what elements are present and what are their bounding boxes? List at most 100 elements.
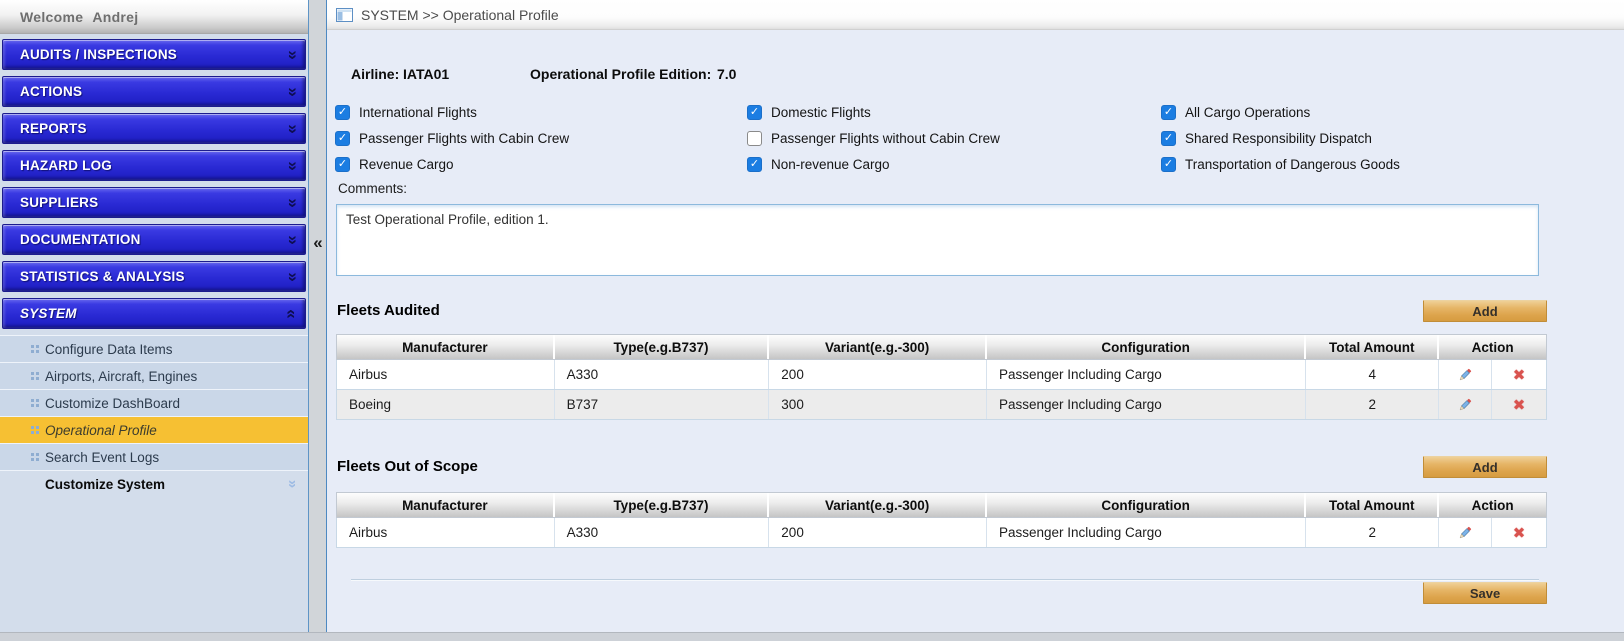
submenu-item-customize-dashboard[interactable]: Customize DashBoard xyxy=(0,390,308,417)
delete-row-button[interactable]: ✖ xyxy=(1492,360,1546,389)
delete-x-icon[interactable]: ✖ xyxy=(1512,396,1526,414)
column-header-total-amount: Total Amount xyxy=(1306,335,1440,359)
pencil-icon[interactable] xyxy=(1439,390,1491,419)
checkbox[interactable]: ✓ xyxy=(747,105,762,120)
delete-row-button[interactable]: ✖ xyxy=(1492,390,1546,419)
cell-manufacturer: Airbus xyxy=(337,360,555,389)
edit-row-button[interactable] xyxy=(1439,360,1493,389)
column-header-configuration: Configuration xyxy=(987,493,1307,517)
delete-x-icon[interactable]: ✖ xyxy=(1512,524,1526,542)
cell-type: A330 xyxy=(555,518,770,547)
submenu-item-label: Search Event Logs xyxy=(45,449,160,465)
sidebar-item-label: DOCUMENTATION xyxy=(20,232,141,247)
cell-type: B737 xyxy=(555,390,770,419)
sidebar-item-suppliers[interactable]: SUPPLIERS « xyxy=(2,187,306,218)
delete-row-button[interactable]: ✖ xyxy=(1492,518,1546,547)
edit-row-button[interactable] xyxy=(1439,390,1493,419)
checkbox-shared-responsibility-dispatch[interactable]: ✓ Shared Responsibility Dispatch xyxy=(1161,130,1372,147)
checkbox-label: Domestic Flights xyxy=(771,105,871,120)
comments-label: Comments: xyxy=(338,181,408,196)
checkbox[interactable]: ✓ xyxy=(335,105,350,120)
user-name: Andrej xyxy=(92,8,139,25)
sidebar-item-label: STATISTICS & ANALYSIS xyxy=(20,269,185,284)
checkbox[interactable]: ✓ xyxy=(335,157,350,172)
submenu-item-search-event-logs[interactable]: Search Event Logs xyxy=(0,444,308,471)
checkbox-label: International Flights xyxy=(359,105,477,120)
collapse-sidebar-icon[interactable]: « xyxy=(313,233,323,252)
checkbox-label: Passenger Flights without Cabin Crew xyxy=(771,131,1000,146)
submenu-item-configure-data-items[interactable]: Configure Data Items xyxy=(0,335,308,363)
cell-manufacturer: Boeing xyxy=(337,390,555,419)
checkbox-revenue-cargo[interactable]: ✓ Revenue Cargo xyxy=(335,156,454,173)
check-icon: ✓ xyxy=(1163,158,1174,170)
delete-x-icon[interactable]: ✖ xyxy=(1512,366,1526,384)
checkbox-label: All Cargo Operations xyxy=(1185,105,1311,120)
sidebar-item-audits-inspections[interactable]: AUDITS / INSPECTIONS « xyxy=(2,39,306,70)
checkbox-domestic-flights[interactable]: ✓ Domestic Flights xyxy=(747,104,871,121)
breadcrumb-bar: SYSTEM >> Operational Profile xyxy=(327,0,1624,30)
checkbox[interactable]: ✓ xyxy=(1161,131,1176,146)
table-header-row: Manufacturer Type(e.g.B737) Variant(e.g.… xyxy=(336,492,1547,518)
table-row: Boeing B737 300 Passenger Including Carg… xyxy=(336,390,1547,420)
chevron-down-icon: « xyxy=(281,49,301,60)
grid-bullet-icon xyxy=(31,453,34,456)
sidebar: Welcome Andrej AUDITS / INSPECTIONS « AC… xyxy=(0,0,308,641)
checkbox[interactable]: ✓ xyxy=(335,131,350,146)
sidebar-item-hazard-log[interactable]: HAZARD LOG « xyxy=(2,150,306,181)
fleets-audited-table: Manufacturer Type(e.g.B737) Variant(e.g.… xyxy=(336,334,1547,420)
sidebar-splitter[interactable]: « xyxy=(308,0,327,641)
submenu-item-customize-system[interactable]: Customize System « xyxy=(0,471,308,497)
profile-header-row: Airline: IATA01 Operational Profile Edit… xyxy=(327,66,1624,84)
checkbox[interactable]: ✓ xyxy=(1161,157,1176,172)
sidebar-item-documentation[interactable]: DOCUMENTATION « xyxy=(2,224,306,255)
cell-configuration: Passenger Including Cargo xyxy=(987,360,1307,389)
checkbox[interactable]: ✓ xyxy=(747,157,762,172)
checkbox-non-revenue-cargo[interactable]: ✓ Non-revenue Cargo xyxy=(747,156,890,173)
chevron-down-icon: « xyxy=(281,123,301,134)
sidebar-item-actions[interactable]: ACTIONS « xyxy=(2,76,306,107)
chevron-down-icon: « xyxy=(281,197,301,208)
pencil-icon[interactable] xyxy=(1439,518,1491,547)
comments-input[interactable]: Test Operational Profile, edition 1. xyxy=(336,204,1539,276)
check-icon: ✓ xyxy=(749,158,760,170)
checkbox-passenger-flights-with-cabin-crew[interactable]: ✓ Passenger Flights with Cabin Crew xyxy=(335,130,569,147)
pencil-icon[interactable] xyxy=(1439,360,1491,389)
cell-manufacturer: Airbus xyxy=(337,518,555,547)
sidebar-item-label: ACTIONS xyxy=(20,84,83,99)
check-icon: ✓ xyxy=(337,158,348,170)
sidebar-item-label: REPORTS xyxy=(20,121,87,136)
checkbox[interactable]: ✓ xyxy=(747,131,762,146)
column-header-type: Type(e.g.B737) xyxy=(555,335,770,359)
main-content: SYSTEM >> Operational Profile Airline: I… xyxy=(327,0,1624,641)
sidebar-item-system[interactable]: SYSTEM « xyxy=(2,298,306,329)
column-header-manufacturer: Manufacturer xyxy=(337,493,555,517)
checkbox-international-flights[interactable]: ✓ International Flights xyxy=(335,104,477,121)
grid-bullet-icon xyxy=(31,372,34,375)
submenu-item-airports-aircraft-engines[interactable]: Airports, Aircraft, Engines xyxy=(0,363,308,390)
add-fleet-out-of-scope-button[interactable]: Add xyxy=(1423,456,1547,478)
sidebar-item-reports[interactable]: REPORTS « xyxy=(2,113,306,144)
sidebar-item-statistics-analysis[interactable]: STATISTICS & ANALYSIS « xyxy=(2,261,306,292)
save-button[interactable]: Save xyxy=(1423,582,1547,604)
check-icon: ✓ xyxy=(1163,106,1174,118)
checkbox-label: Non-revenue Cargo xyxy=(771,157,890,172)
grid-bullet-icon xyxy=(31,426,34,429)
checkbox[interactable]: ✓ xyxy=(1161,105,1176,120)
checkbox-passenger-flights-without-cabin-crew[interactable]: ✓ Passenger Flights without Cabin Crew xyxy=(747,130,1000,147)
table-row: Airbus A330 200 Passenger Including Carg… xyxy=(336,360,1547,390)
checkbox-transportation-of-dangerous-goods[interactable]: ✓ Transportation of Dangerous Goods xyxy=(1161,156,1400,173)
sidebar-item-label: SYSTEM xyxy=(20,306,77,321)
cell-configuration: Passenger Including Cargo xyxy=(987,518,1307,547)
fleets-out-of-scope-title: Fleets Out of Scope xyxy=(337,458,478,475)
add-fleet-audited-button[interactable]: Add xyxy=(1423,300,1547,322)
submenu-item-label: Airports, Aircraft, Engines xyxy=(45,368,198,384)
checkbox-all-cargo-operations[interactable]: ✓ All Cargo Operations xyxy=(1161,104,1310,121)
breadcrumb: SYSTEM >> Operational Profile xyxy=(361,6,559,23)
table-header-row: Manufacturer Type(e.g.B737) Variant(e.g.… xyxy=(336,334,1547,360)
edit-row-button[interactable] xyxy=(1439,518,1493,547)
submenu-item-operational-profile[interactable]: Operational Profile xyxy=(0,417,308,444)
fleets-out-of-scope-table: Manufacturer Type(e.g.B737) Variant(e.g.… xyxy=(336,492,1547,548)
cell-total-amount: 4 xyxy=(1306,360,1440,389)
horizontal-scrollbar[interactable] xyxy=(0,632,1624,641)
